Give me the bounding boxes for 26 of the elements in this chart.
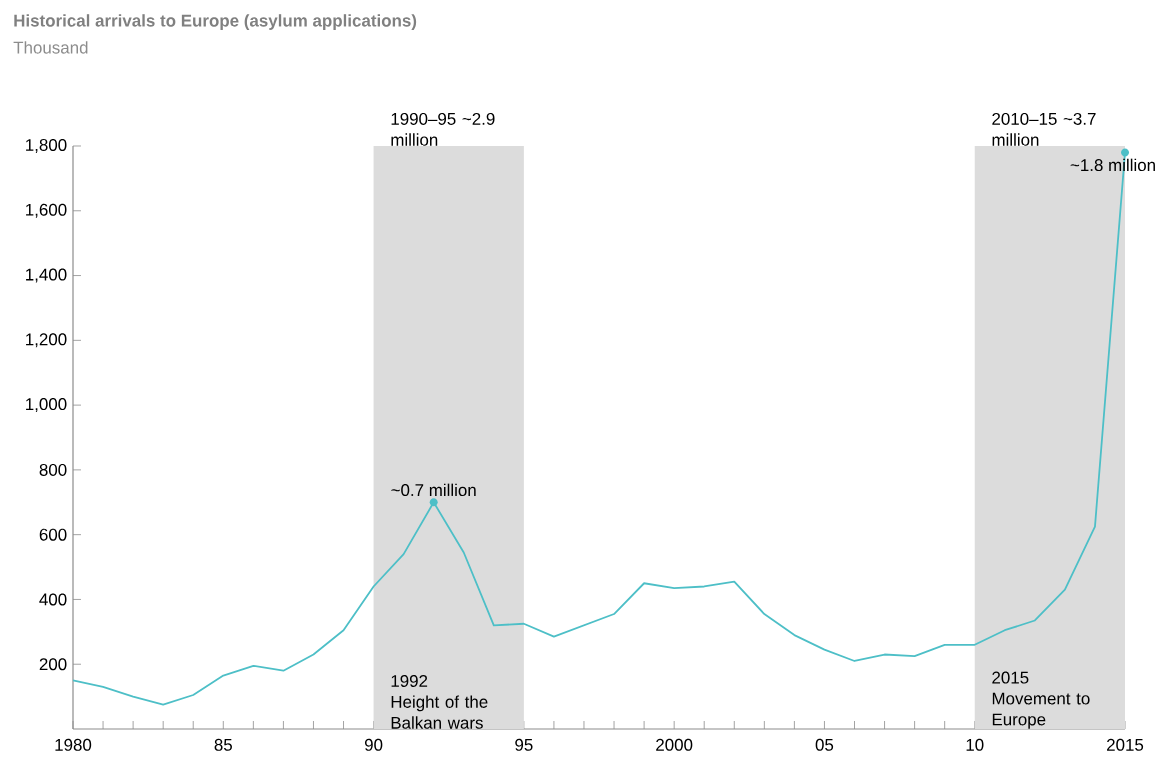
x-tick-label: 1980 xyxy=(55,738,92,751)
band-label: 1990–95 ~2.9 million xyxy=(391,112,495,146)
annotation: 2015 xyxy=(992,671,1029,684)
x-tick-label: 85 xyxy=(214,738,232,751)
y-tick-label: 400 xyxy=(39,593,67,606)
x-tick-label: 95 xyxy=(515,738,533,751)
y-tick-label: 600 xyxy=(39,528,67,541)
annotation: Movement to Europe xyxy=(992,692,1090,729)
annotation: 1992 xyxy=(391,674,428,687)
x-tick-label: 90 xyxy=(364,738,383,751)
y-tick-label: 1,600 xyxy=(26,203,67,218)
x-tick-label: 10 xyxy=(966,738,984,751)
x-tick-label: 2015 xyxy=(1107,738,1144,751)
chart-title: Historical arrivals to Europe (asylum applications) xyxy=(14,14,417,30)
x-tick-label: 2000 xyxy=(656,738,693,751)
y-tick-label: 1,400 xyxy=(26,268,67,283)
annotation: ~0.7 million xyxy=(391,483,476,497)
y-tick-label: 800 xyxy=(39,463,67,476)
y-tick-label: 1,200 xyxy=(26,333,67,348)
band-label: 2010–15 ~3.7 million xyxy=(992,112,1096,146)
x-tick-label: 05 xyxy=(815,738,834,751)
annotation: Height of the Balkan wars xyxy=(391,695,488,729)
y-tick-label: 1,000 xyxy=(26,398,67,413)
y-tick-label: 200 xyxy=(39,658,67,671)
y-tick-label: 1,800 xyxy=(26,139,67,153)
chart-subtitle: Thousand xyxy=(13,41,88,54)
